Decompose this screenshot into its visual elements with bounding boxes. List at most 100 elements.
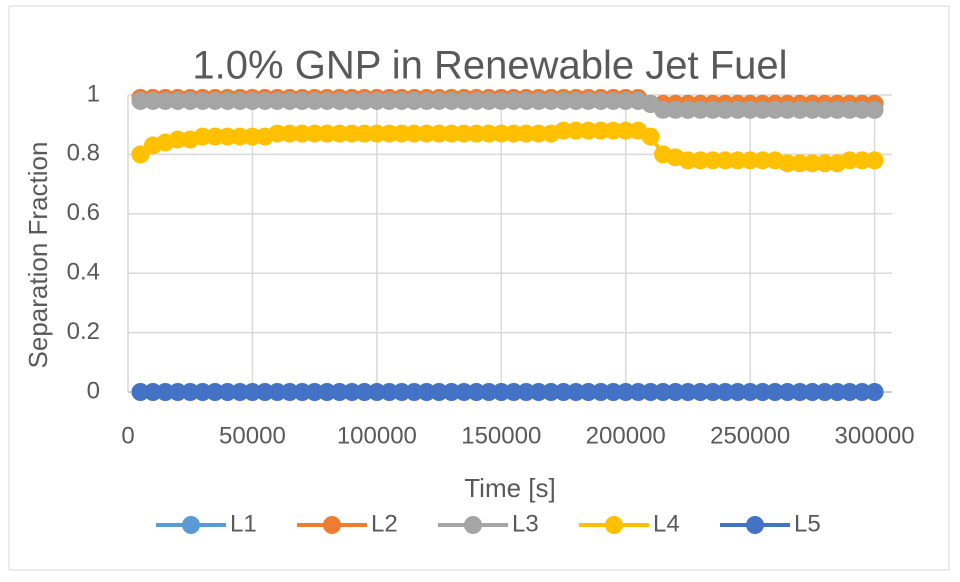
marker xyxy=(542,383,561,401)
marker xyxy=(616,91,635,110)
marker xyxy=(342,383,361,401)
marker xyxy=(728,151,747,170)
marker xyxy=(392,91,411,110)
marker xyxy=(293,91,312,110)
marker xyxy=(243,383,262,401)
marker xyxy=(454,91,473,110)
marker xyxy=(678,383,697,401)
marker xyxy=(467,124,486,143)
marker xyxy=(479,383,498,401)
marker xyxy=(492,383,511,401)
marker xyxy=(641,383,660,401)
marker xyxy=(678,100,697,119)
marker xyxy=(380,383,399,401)
marker xyxy=(504,124,523,143)
marker xyxy=(616,383,635,401)
marker xyxy=(766,100,785,119)
marker xyxy=(405,91,424,110)
marker xyxy=(517,91,536,110)
marker xyxy=(168,383,187,401)
marker xyxy=(318,124,337,143)
marker xyxy=(268,124,287,143)
marker xyxy=(305,124,324,143)
marker xyxy=(566,91,585,110)
marker xyxy=(504,383,523,401)
marker xyxy=(641,127,660,146)
marker xyxy=(380,124,399,143)
marker xyxy=(143,91,162,110)
marker xyxy=(753,100,772,119)
legend-marker xyxy=(323,516,341,534)
marker xyxy=(367,124,386,143)
marker xyxy=(579,91,598,110)
marker xyxy=(803,100,822,119)
marker xyxy=(467,383,486,401)
marker xyxy=(741,100,760,119)
marker xyxy=(255,383,274,401)
y-tick-label: 0.6 xyxy=(67,199,100,226)
marker xyxy=(367,383,386,401)
marker xyxy=(803,383,822,401)
y-tick-label: 0.4 xyxy=(67,259,100,286)
marker xyxy=(143,383,162,401)
x-tick-label: 250000 xyxy=(710,422,790,449)
marker xyxy=(230,383,249,401)
marker xyxy=(790,100,809,119)
marker xyxy=(156,383,175,401)
marker xyxy=(442,91,461,110)
marker xyxy=(691,383,710,401)
marker xyxy=(703,151,722,170)
marker xyxy=(168,130,187,149)
marker xyxy=(392,124,411,143)
marker xyxy=(703,100,722,119)
marker xyxy=(454,383,473,401)
marker xyxy=(280,91,299,110)
marker xyxy=(243,127,262,146)
x-tick-label: 300000 xyxy=(835,422,915,449)
marker xyxy=(131,145,150,164)
marker xyxy=(193,91,212,110)
marker xyxy=(305,383,324,401)
marker xyxy=(579,121,598,140)
marker xyxy=(218,127,237,146)
marker xyxy=(753,383,772,401)
marker xyxy=(840,151,859,170)
marker xyxy=(380,91,399,110)
marker xyxy=(193,127,212,146)
y-tick-label: 0.8 xyxy=(67,140,100,167)
marker xyxy=(218,91,237,110)
marker xyxy=(517,124,536,143)
legend-marker xyxy=(182,516,200,534)
marker xyxy=(853,100,872,119)
marker xyxy=(442,124,461,143)
marker xyxy=(206,91,225,110)
marker xyxy=(865,383,884,401)
marker xyxy=(479,91,498,110)
marker xyxy=(355,124,374,143)
marker xyxy=(591,383,610,401)
marker xyxy=(616,121,635,140)
marker xyxy=(330,91,349,110)
x-tick-label: 50000 xyxy=(219,422,286,449)
legend-label: L1 xyxy=(230,510,257,537)
marker xyxy=(604,383,623,401)
marker xyxy=(591,121,610,140)
legend-marker xyxy=(746,516,764,534)
x-tick-label: 150000 xyxy=(461,422,541,449)
marker xyxy=(828,383,847,401)
marker xyxy=(156,91,175,110)
marker xyxy=(293,124,312,143)
marker xyxy=(492,91,511,110)
marker xyxy=(691,100,710,119)
marker xyxy=(405,124,424,143)
marker xyxy=(529,124,548,143)
marker xyxy=(716,100,735,119)
x-axis-label: Time [s] xyxy=(464,473,555,503)
marker xyxy=(230,127,249,146)
y-tick-label: 0.2 xyxy=(67,318,100,345)
marker xyxy=(206,127,225,146)
legend-label: L4 xyxy=(653,510,680,537)
marker xyxy=(342,124,361,143)
marker xyxy=(430,91,449,110)
